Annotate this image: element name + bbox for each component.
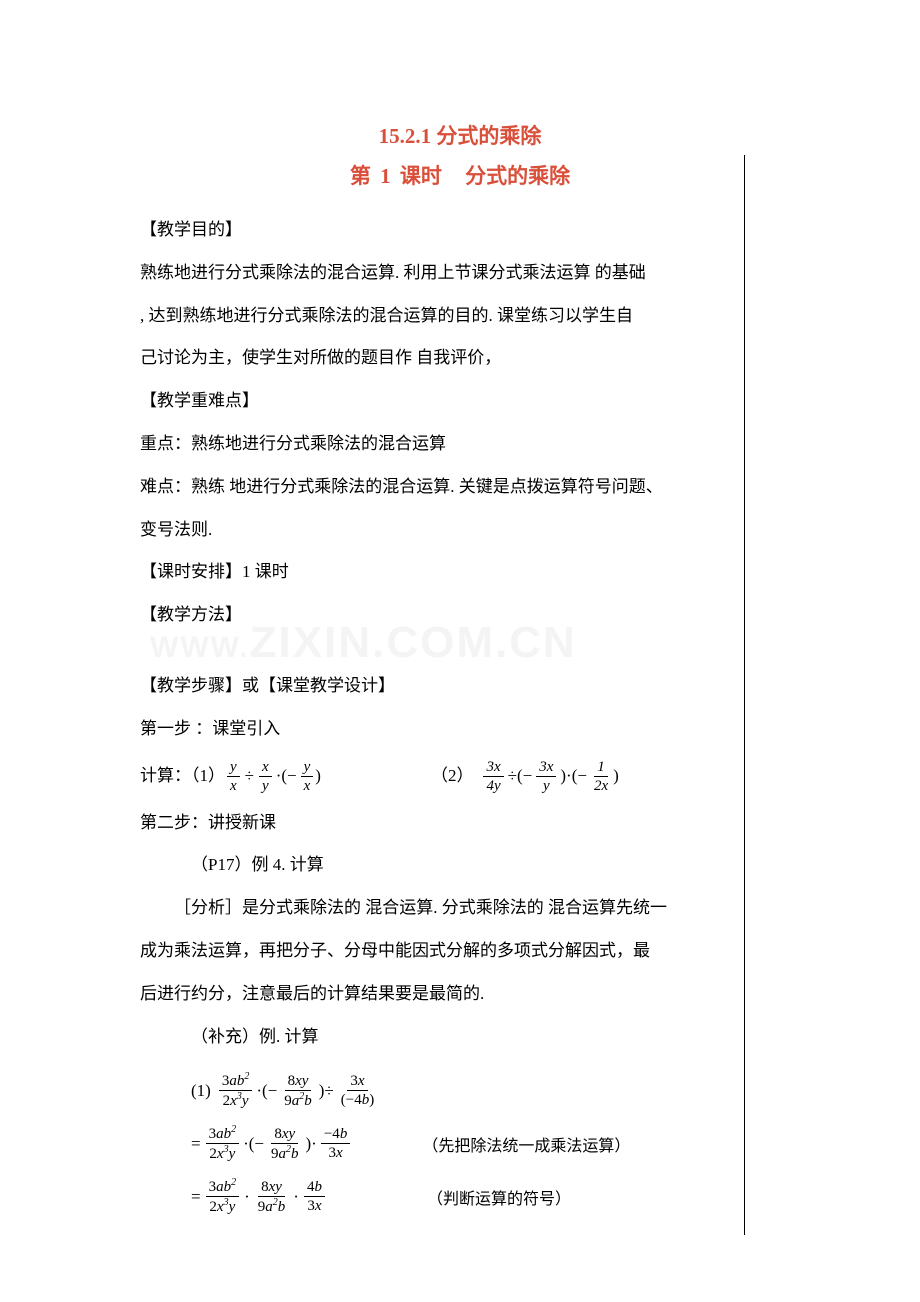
paragraph: 变号法则.: [140, 510, 780, 551]
paragraph: 第一步 ：课堂引入: [140, 709, 780, 750]
num: y: [227, 758, 240, 777]
section-heading: 【教学目的】: [140, 210, 780, 251]
math: 3ab22x3y ·(− 8xy9a2b )· −4b3x: [204, 1124, 353, 1163]
text: 重点：熟练地进行分式乘除法的混合运算: [140, 434, 446, 453]
op: ·(−: [256, 1081, 277, 1101]
paragraph: 己讨论为主，使学生对所做的题目作 自我评价，: [140, 338, 780, 379]
paragraph: , 达到熟练地进行分式乘除法的混合运算的目的. 课堂练习以学生自: [140, 296, 780, 337]
text: 的基础: [595, 263, 646, 282]
text: 【教学步骤】或【课堂教学设计】: [140, 676, 395, 695]
text: 地进行分式乘除法的混合运算. 关键是点拨运算符号问题、: [229, 477, 663, 496]
math-expr-1: yx ÷ xy ·(− yx ): [225, 758, 321, 795]
op: ÷(−: [508, 761, 533, 792]
sub-title: 第 1 课时 分式的乘除: [140, 160, 780, 190]
formula-row: 计算：（1） yx ÷ xy ·(− yx ) （2） 3x4y ÷(− 3xy…: [140, 758, 780, 795]
label: （2）: [431, 761, 474, 792]
sub-middle: 课时: [400, 164, 442, 188]
text: 混合运算先统一: [548, 898, 667, 917]
formula-3: = 3ab22x3y · 8xy9a2b · 4b3x （判断运算的符号）: [140, 1177, 780, 1216]
close: ): [613, 761, 619, 792]
math: 3ab22x3y ·(− 8xy9a2b )÷ 3x(−4b): [217, 1071, 379, 1110]
op: )·: [306, 1134, 317, 1154]
text: 自我评价，: [416, 348, 501, 367]
num: 3x: [483, 758, 503, 777]
text: 己讨论为主，使学生对所做的题目作: [140, 348, 412, 367]
eq: =: [191, 1134, 201, 1154]
main-title: 15.2.1 分式的乘除: [140, 120, 780, 150]
sub-suffix: 分式的乘除: [465, 164, 570, 188]
label: (1): [191, 1081, 211, 1101]
section-heading: 【教学步骤】或【课堂教学设计】: [140, 666, 780, 707]
num: y: [301, 758, 314, 777]
num: 3x: [536, 758, 556, 777]
den: y: [540, 777, 553, 795]
paragraph: 重点：熟练地进行分式乘除法的混合运算: [140, 424, 780, 465]
title-text: 15.2.1 分式的乘除: [379, 124, 542, 148]
section-heading: 【课时安排】1 课时: [140, 552, 780, 593]
num: x: [259, 758, 272, 777]
op: ·(−: [243, 1134, 264, 1154]
paragraph: 后进行约分，注意最后的计算结果要是最简的.: [140, 974, 780, 1015]
den: 4y: [483, 777, 503, 795]
paragraph: （补充）例. 计算: [140, 1017, 780, 1058]
note: （判断运算的符号）: [427, 1185, 571, 1209]
op: ·: [293, 1187, 299, 1207]
math-expr-2: 3x4y ÷(− 3xy )·(− 12x ): [481, 758, 618, 795]
paragraph: ［分析］是分式乘除法的 混合运算. 分式乘除法的 混合运算先统一: [140, 888, 780, 929]
text: 第一步: [140, 719, 191, 738]
text: 【教学方法】: [140, 605, 242, 624]
op: )÷: [319, 1081, 334, 1101]
text: 利用上节课分式乘法运算: [404, 263, 591, 282]
text: 【教学重难点】: [140, 391, 259, 410]
formula-2: = 3ab22x3y ·(− 8xy9a2b )· −4b3x （先把除法统一成…: [140, 1124, 780, 1163]
text: 熟练地进行分式乘除法的混合运算.: [140, 263, 399, 282]
text: 变号法则.: [140, 520, 212, 539]
paragraph: 熟练地进行分式乘除法的混合运算. 利用上节课分式乘法运算 的基础: [140, 253, 780, 294]
text: ,: [140, 306, 144, 325]
text: 难点：熟练: [140, 477, 225, 496]
text: （补充）例. 计算: [191, 1027, 319, 1046]
text: 【教学目的】: [140, 220, 242, 239]
spacer: [140, 638, 780, 666]
paragraph: （P17）例 4. 计算: [140, 845, 780, 886]
den: x: [301, 777, 314, 795]
text: 第二步：讲授新课: [140, 813, 276, 832]
sub-number: 1: [380, 164, 391, 188]
math: 3ab22x3y · 8xy9a2b · 4b3x: [204, 1177, 327, 1216]
text: 达到熟练地进行分式乘除法的混合运算的目的. 课堂练习以学生自: [149, 306, 634, 325]
note: （先把除法统一成乘法运算）: [422, 1132, 630, 1156]
den: y: [259, 777, 272, 795]
paragraph: 难点：熟练 地进行分式乘除法的混合运算. 关键是点拨运算符号问题、: [140, 467, 780, 508]
text: 成为乘法运算，再把分子、分母中能因式分解的多项式分解因式，最: [140, 941, 650, 960]
text: 后进行约分，注意最后的计算结果要是最简的.: [140, 984, 484, 1003]
text: 混合运算. 分式乘除法的: [365, 898, 544, 917]
text: 【课时安排】1 课时: [140, 562, 289, 581]
paragraph: 第二步：讲授新课: [140, 803, 780, 844]
op: ·: [244, 1187, 250, 1207]
paragraph: 成为乘法运算，再把分子、分母中能因式分解的多项式分解因式，最: [140, 931, 780, 972]
op: ÷: [245, 761, 254, 792]
sub-prefix: 第: [350, 164, 371, 188]
text: ［分析］是分式乘除法的: [174, 898, 361, 917]
den: x: [227, 777, 240, 795]
den: 2x: [591, 777, 611, 795]
op: )·(−: [560, 761, 587, 792]
formula-1: (1) 3ab22x3y ·(− 8xy9a2b )÷ 3x(−4b): [140, 1071, 780, 1110]
section-heading: 【教学重难点】: [140, 381, 780, 422]
num: 1: [594, 758, 608, 777]
page-container: 15.2.1 分式的乘除 第 1 课时 分式的乘除 【教学目的】 熟练地进行分式…: [0, 0, 920, 1290]
text: ：课堂引入: [195, 719, 280, 738]
text: （P17）例 4. 计算: [191, 855, 324, 874]
close: ): [315, 761, 321, 792]
margin-rule: [744, 155, 745, 1235]
section-heading: 【教学方法】: [140, 595, 780, 636]
op: ·(−: [276, 761, 297, 792]
eq: =: [191, 1187, 201, 1207]
label: 计算：（1）: [140, 761, 225, 792]
